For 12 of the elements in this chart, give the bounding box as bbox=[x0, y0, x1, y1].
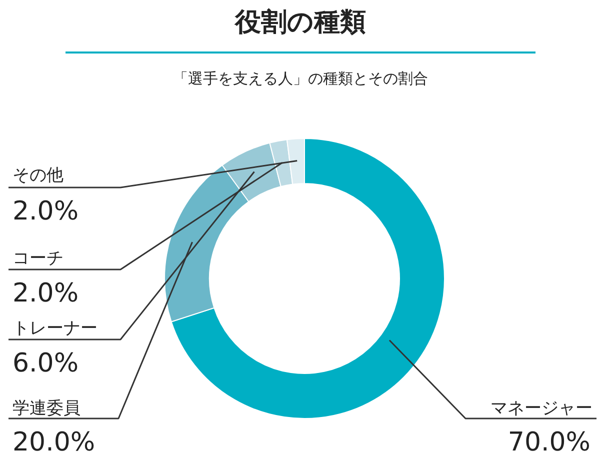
slice-label: マネージャー bbox=[490, 398, 592, 418]
data-label: 2.0% bbox=[12, 196, 79, 226]
data-label: 6.0% bbox=[12, 348, 79, 378]
slice-label: その他 bbox=[12, 166, 64, 186]
data-label: 20.0% bbox=[12, 428, 96, 458]
slice-label: コーチ bbox=[12, 248, 64, 268]
slice-label: トレーナー bbox=[12, 318, 98, 338]
slice-label: 学連委員 bbox=[12, 398, 80, 418]
chart-subtitle: 「選手を支える人」の種類とその割合 bbox=[173, 70, 428, 88]
data-label: 2.0% bbox=[12, 278, 79, 308]
data-label: 70.0% bbox=[508, 428, 591, 458]
chart-title: 役割の種類 bbox=[234, 8, 366, 38]
